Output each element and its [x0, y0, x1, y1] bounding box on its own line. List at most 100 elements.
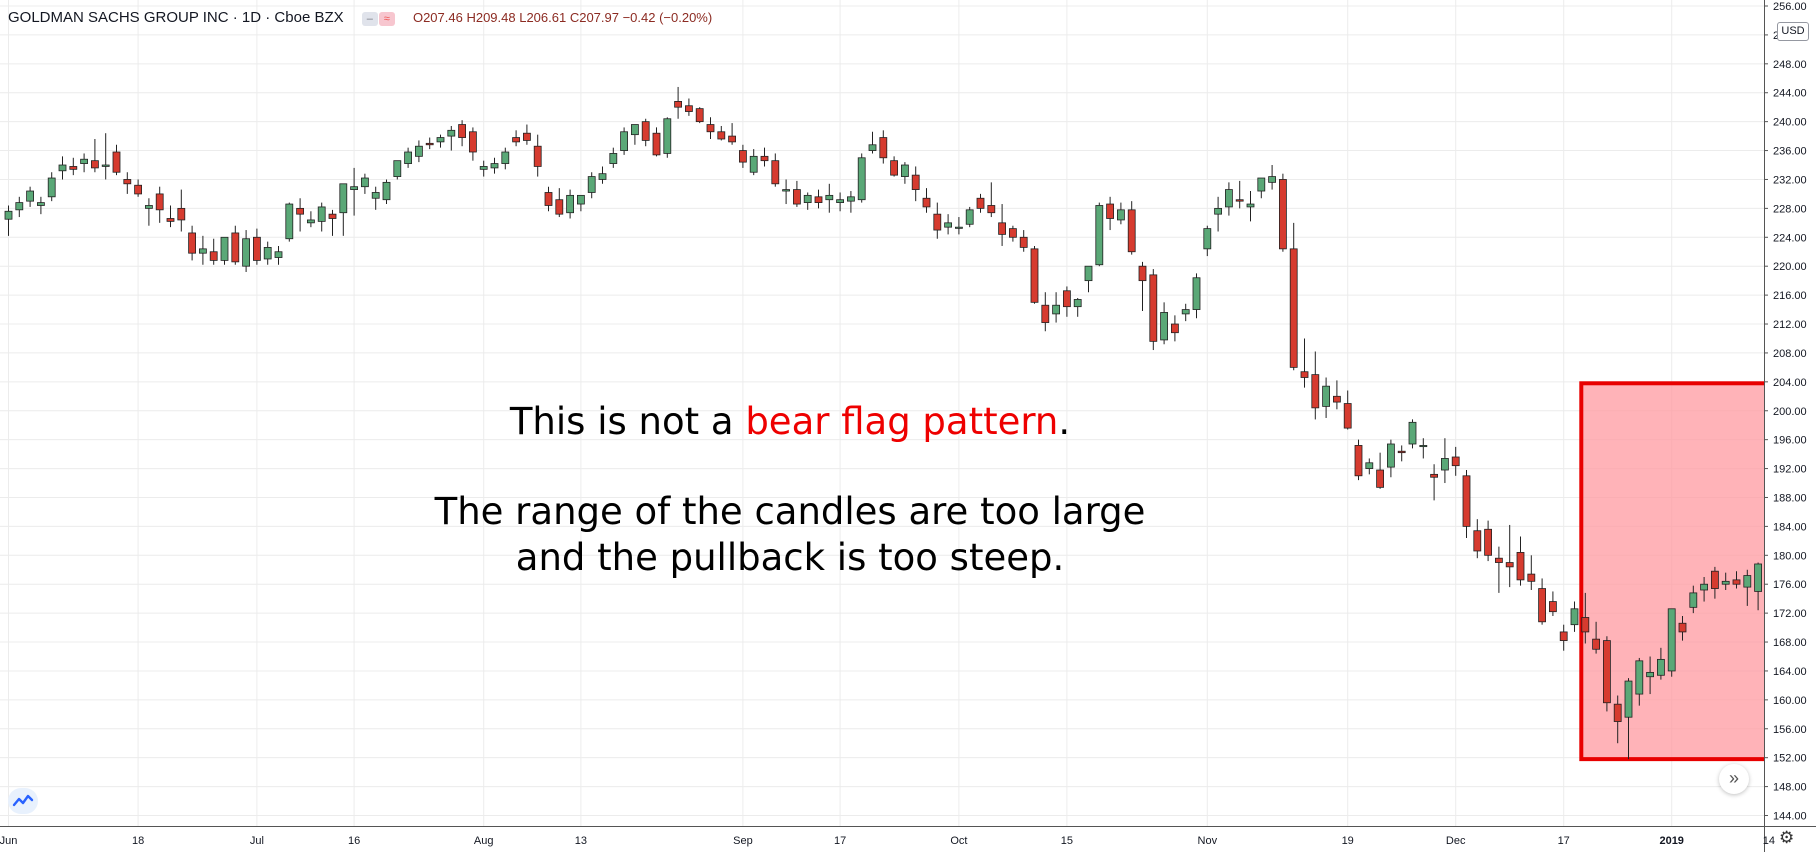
candle-body	[1127, 209, 1136, 253]
candle	[112, 144, 121, 176]
candle-body	[1657, 658, 1665, 676]
candle	[468, 127, 477, 161]
candle	[1462, 470, 1471, 538]
candle-body	[857, 157, 866, 201]
candle-body	[631, 124, 639, 136]
candle-body	[80, 158, 88, 164]
candle-body	[447, 129, 456, 137]
candle-body	[1117, 209, 1125, 221]
candle-body	[609, 153, 618, 164]
candle	[987, 182, 996, 218]
candle	[1732, 571, 1741, 589]
price-tick-label: 156.00	[1773, 724, 1807, 736]
candle-body	[1613, 703, 1622, 722]
symbol-title[interactable]: GOLDMAN SACHS GROUP INC · 1D · Cboe BZX	[8, 9, 344, 26]
candle	[101, 133, 110, 180]
candle-body	[1581, 617, 1590, 633]
candle	[512, 130, 520, 147]
candle	[69, 157, 78, 176]
price-tick-label: 168.00	[1773, 637, 1807, 649]
candle	[490, 157, 499, 174]
time-tick-label: Jun	[0, 835, 17, 847]
candle-body	[1462, 475, 1471, 527]
candle-body	[1343, 403, 1352, 429]
candle-body	[468, 131, 477, 153]
candle	[1376, 452, 1384, 489]
settings-gear-icon[interactable]: ⚙	[1779, 828, 1795, 847]
candle	[188, 225, 197, 261]
candle-body	[1689, 592, 1698, 608]
tradingview-logo-icon[interactable]	[8, 788, 38, 814]
time-tick-label: Sep	[733, 835, 753, 847]
candle-body	[1527, 573, 1536, 582]
currency-label[interactable]: USD	[1777, 22, 1809, 41]
candle-body	[436, 137, 445, 143]
minus-icon[interactable]: ‒	[361, 11, 378, 26]
candle	[1419, 438, 1428, 459]
candle-body	[1397, 450, 1406, 454]
price-axis-bg	[1764, 0, 1816, 852]
candle	[1711, 566, 1719, 599]
candle-body	[1225, 189, 1233, 208]
candle	[15, 196, 24, 218]
candle	[760, 147, 769, 167]
candle-body	[37, 202, 45, 206]
candle	[1171, 315, 1179, 342]
candle	[825, 183, 834, 213]
candle	[177, 189, 186, 232]
candle-body	[1408, 421, 1417, 445]
candle-body	[695, 108, 704, 123]
candle-body	[685, 105, 693, 112]
price-tick-label: 172.00	[1773, 608, 1807, 620]
candle-body	[501, 151, 510, 164]
candle	[425, 137, 434, 150]
time-tick-label: 18	[132, 835, 144, 847]
candle-body	[1203, 228, 1212, 250]
candle-body	[188, 232, 197, 254]
candle	[26, 186, 35, 207]
scroll-to-realtime-button[interactable]: »	[1719, 764, 1749, 794]
candle	[620, 127, 628, 155]
time-tick-label: Jul	[250, 835, 264, 847]
candle-body	[1181, 309, 1190, 315]
candle-body	[296, 207, 305, 215]
candle	[587, 172, 596, 199]
candle-body	[274, 251, 283, 258]
candle-body	[879, 137, 888, 159]
candle	[1549, 591, 1557, 617]
candle-body	[620, 131, 628, 151]
time-tick-label: 13	[575, 835, 587, 847]
candle	[1138, 261, 1147, 312]
candle	[685, 98, 693, 116]
candle	[1678, 616, 1687, 641]
candle-body	[490, 163, 499, 169]
candle-body	[479, 166, 488, 170]
candle-body	[1473, 530, 1482, 552]
candle	[1646, 656, 1654, 695]
candle	[1441, 438, 1449, 484]
candle-body	[198, 248, 207, 254]
candle	[1538, 578, 1546, 625]
candle	[922, 188, 931, 213]
candle-body	[414, 145, 423, 157]
candle-body	[1279, 179, 1287, 250]
candle	[80, 153, 88, 173]
candle-body	[26, 190, 35, 202]
annotation-prefix: This is not a	[509, 400, 746, 443]
candle	[1192, 273, 1201, 319]
candle-body	[404, 151, 413, 164]
time-tick-label: Oct	[950, 835, 967, 847]
candle	[58, 156, 67, 180]
candle	[1495, 546, 1503, 593]
candle-body	[728, 135, 736, 143]
candle-body	[1678, 622, 1687, 633]
candle-body	[1009, 228, 1017, 238]
candle-body	[847, 196, 855, 202]
candle	[285, 202, 294, 242]
candle-body	[890, 160, 898, 176]
wave-icon[interactable]: ≈	[378, 11, 395, 26]
candle	[252, 228, 261, 265]
candle	[458, 120, 467, 147]
